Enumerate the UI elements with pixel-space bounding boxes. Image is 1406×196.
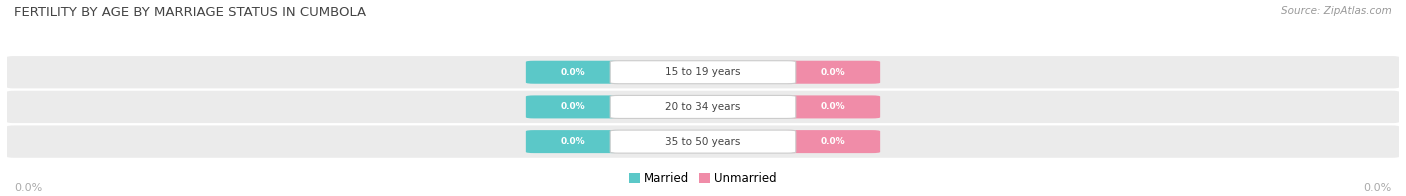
FancyBboxPatch shape — [786, 95, 880, 118]
Text: 0.0%: 0.0% — [1364, 183, 1392, 193]
Text: 0.0%: 0.0% — [821, 103, 845, 111]
FancyBboxPatch shape — [526, 95, 620, 118]
Text: 15 to 19 years: 15 to 19 years — [665, 67, 741, 77]
Text: 0.0%: 0.0% — [561, 137, 585, 146]
FancyBboxPatch shape — [786, 61, 880, 84]
Text: Source: ZipAtlas.com: Source: ZipAtlas.com — [1281, 6, 1392, 16]
FancyBboxPatch shape — [786, 130, 880, 153]
Text: 20 to 34 years: 20 to 34 years — [665, 102, 741, 112]
FancyBboxPatch shape — [526, 130, 620, 153]
Legend: Married, Unmarried: Married, Unmarried — [624, 168, 782, 190]
Text: 0.0%: 0.0% — [14, 183, 42, 193]
FancyBboxPatch shape — [7, 91, 1399, 123]
Text: 0.0%: 0.0% — [821, 137, 845, 146]
Text: 0.0%: 0.0% — [561, 68, 585, 77]
FancyBboxPatch shape — [7, 56, 1399, 88]
FancyBboxPatch shape — [610, 95, 796, 118]
FancyBboxPatch shape — [610, 130, 796, 153]
Text: 0.0%: 0.0% — [821, 68, 845, 77]
Text: FERTILITY BY AGE BY MARRIAGE STATUS IN CUMBOLA: FERTILITY BY AGE BY MARRIAGE STATUS IN C… — [14, 6, 366, 19]
FancyBboxPatch shape — [610, 61, 796, 84]
Text: 0.0%: 0.0% — [561, 103, 585, 111]
Text: 35 to 50 years: 35 to 50 years — [665, 137, 741, 147]
FancyBboxPatch shape — [526, 61, 620, 84]
FancyBboxPatch shape — [7, 125, 1399, 158]
